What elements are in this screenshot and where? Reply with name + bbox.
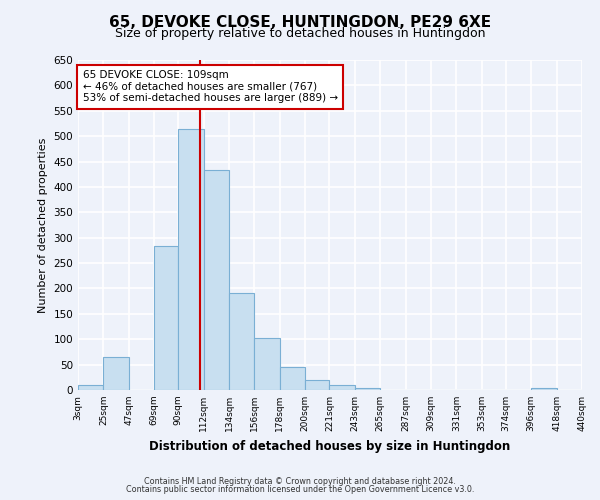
Text: 65 DEVOKE CLOSE: 109sqm
← 46% of detached houses are smaller (767)
53% of semi-d: 65 DEVOKE CLOSE: 109sqm ← 46% of detache… bbox=[83, 70, 338, 103]
Bar bbox=[305, 380, 329, 390]
Bar bbox=[204, 170, 229, 390]
X-axis label: Distribution of detached houses by size in Huntingdon: Distribution of detached houses by size … bbox=[149, 440, 511, 452]
Text: Size of property relative to detached houses in Huntingdon: Size of property relative to detached ho… bbox=[115, 28, 485, 40]
Bar bbox=[178, 128, 204, 390]
Text: 65, DEVOKE CLOSE, HUNTINGDON, PE29 6XE: 65, DEVOKE CLOSE, HUNTINGDON, PE29 6XE bbox=[109, 15, 491, 30]
Bar bbox=[254, 338, 280, 390]
Text: Contains public sector information licensed under the Open Government Licence v3: Contains public sector information licen… bbox=[126, 485, 474, 494]
Bar bbox=[78, 385, 103, 390]
Text: Contains HM Land Registry data © Crown copyright and database right 2024.: Contains HM Land Registry data © Crown c… bbox=[144, 477, 456, 486]
Bar bbox=[103, 357, 129, 390]
Bar bbox=[531, 388, 557, 390]
Y-axis label: Number of detached properties: Number of detached properties bbox=[38, 138, 48, 312]
Bar bbox=[355, 388, 380, 390]
Bar bbox=[154, 246, 178, 390]
Bar bbox=[280, 366, 305, 390]
Bar bbox=[229, 292, 254, 390]
Bar bbox=[329, 385, 355, 390]
